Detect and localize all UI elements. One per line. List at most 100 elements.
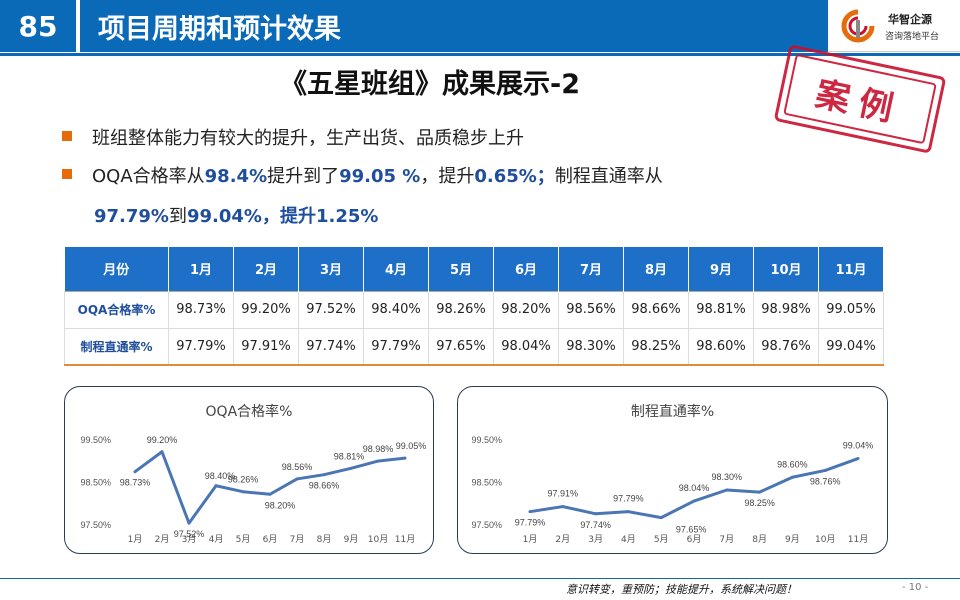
table-cell: 98.40% [363, 290, 429, 329]
table-cell: 97.65% [428, 327, 494, 366]
data-point [626, 510, 630, 514]
data-label: 99.05% [396, 441, 427, 451]
data-label: 99.20% [147, 435, 178, 445]
data-point [692, 499, 696, 503]
data-label: 97.65% [676, 525, 707, 535]
x-tick-label: 3月 [182, 534, 197, 545]
data-point [790, 475, 794, 479]
x-tick-label: 5月 [236, 534, 251, 545]
table-header-cell: 1月 [168, 247, 234, 291]
table-cell: 99.05% [818, 290, 884, 329]
data-point [214, 484, 218, 488]
bullet-2-text: 制程直通率从 [554, 166, 663, 187]
table-cell: 97.79% [363, 327, 429, 366]
data-label: 98.25% [744, 498, 775, 508]
data-label: 99.04% [843, 441, 874, 451]
x-tick-label: 2月 [155, 534, 170, 545]
data-point [594, 512, 598, 516]
data-label: 97.79% [515, 518, 546, 528]
table-cell: 98.26% [428, 290, 494, 329]
data-label: 97.91% [548, 489, 579, 499]
x-tick-label: 11月 [848, 534, 868, 545]
bullet-marker-icon [62, 169, 72, 179]
x-tick-label: 10月 [368, 534, 388, 545]
data-label: 97.52% [174, 529, 205, 539]
chart-title: 制程直通率% [630, 404, 715, 420]
y-tick-label: 98.50% [471, 478, 502, 488]
table-cell: 98.73% [168, 290, 234, 329]
x-tick-label: 10月 [815, 534, 835, 545]
table-cell: 99.20% [233, 290, 299, 329]
y-tick-label: 99.50% [471, 435, 502, 445]
table-cell: 98.60% [688, 327, 754, 366]
bullet-1-text: 班组整体能力有较大的提升，生产出货、品质稳步上升 [92, 128, 524, 149]
table-header-cell: 4月 [363, 247, 429, 291]
x-tick-label: 7月 [719, 534, 734, 545]
data-label: 98.60% [777, 459, 808, 469]
page-number: - 10 - [902, 582, 929, 593]
table-header-cell: 月份 [64, 247, 169, 291]
x-tick-label: 8月 [317, 534, 332, 545]
table-cell: 99.04% [818, 327, 884, 366]
table-cell: 98.76% [753, 327, 819, 366]
data-point [160, 450, 164, 454]
section-title: 项目周期和预计效果 [80, 0, 828, 52]
table-cell: 97.91% [233, 327, 299, 366]
x-tick-label: 6月 [687, 534, 702, 545]
table-header-cell: 5月 [428, 247, 494, 291]
bullet-3-text: 到 [168, 206, 187, 227]
x-tick-label: 6月 [263, 534, 278, 545]
data-point [403, 456, 407, 460]
table-cell: 97.79% [168, 327, 234, 366]
data-point [187, 521, 191, 525]
data-label: 97.79% [613, 494, 644, 504]
logo-name: 华智企源 [888, 13, 932, 26]
data-point [725, 488, 729, 492]
data-label: 98.20% [265, 500, 296, 510]
series-line [134, 450, 406, 525]
footer-slogan: 意识转变，重预防；技能提升，系统解决问题！ [566, 583, 797, 596]
x-tick-label: 1月 [128, 534, 143, 545]
data-label: 98.98% [363, 444, 394, 454]
x-tick-label: 4月 [621, 534, 636, 545]
x-tick-label: 3月 [588, 534, 603, 545]
row-label: 制程直通率% [64, 327, 169, 366]
header-divider [0, 53, 960, 56]
table-cell: 98.30% [558, 327, 624, 366]
oqa-gain-value: 0.65%； [474, 166, 555, 187]
x-tick-label: 11月 [395, 534, 415, 545]
table-cell: 97.52% [298, 290, 364, 329]
table-cell: 98.66% [623, 290, 689, 329]
x-tick-label: 5月 [654, 534, 669, 545]
data-point [322, 473, 326, 477]
logo-tagline: 咨询落地平台 [885, 32, 940, 42]
oqa-start-value: 98.4% [204, 166, 268, 187]
oqa-line-chart: 99.50% 98.50% 97.50% 1月 2月 3月 4月 5月 6月 7月 8月 9月 10月 1… [80, 435, 427, 545]
case-stamp: 案例 [773, 44, 947, 154]
table-cell: 98.81% [688, 290, 754, 329]
data-point [528, 510, 532, 514]
data-label: 98.73% [120, 478, 151, 488]
data-label: 98.30% [712, 472, 743, 482]
monthly-data-table: 月份 1月 2月 3月 4月 5月 6月 7月 8月 9月 10月 11月 OQ… [64, 247, 884, 366]
data-point [376, 459, 380, 463]
data-label: 97.74% [580, 520, 611, 530]
bullet-2: OQA合格率从98.4%提升到了99.05 %，提升0.65%；制程直通率从 [92, 162, 663, 188]
data-point [659, 516, 663, 520]
yield-end-value: 99.04%，提升1.25% [186, 206, 379, 227]
data-label: 98.56% [282, 462, 313, 472]
row-label: OQA合格率% [64, 290, 169, 329]
oqa-end-value: 99.05 % [339, 166, 421, 187]
bullet-2-continued: 97.79%到99.04%，提升1.25% [94, 202, 378, 228]
data-label: 98.40% [205, 471, 236, 481]
bullet-2-text: 提升到了 [267, 166, 340, 187]
bullet-marker-icon [62, 131, 72, 141]
table-row: 制程直通率% 97.79% 97.91% 97.74% 97.79% 97.65… [64, 327, 884, 366]
logo: 华智企源 咨询落地平台 [828, 0, 960, 52]
yield-chart-panel: 制程直通率% 99.50% 98.50% 97.50% 1月 2月 3月 4月 5月 6月 7月 8… [457, 386, 888, 554]
data-label: 98.04% [679, 483, 710, 493]
x-tick-label: 9月 [785, 534, 800, 545]
table-cell: 97.74% [298, 327, 364, 366]
table-header-cell: 9月 [688, 247, 754, 291]
footer-divider [0, 578, 960, 579]
